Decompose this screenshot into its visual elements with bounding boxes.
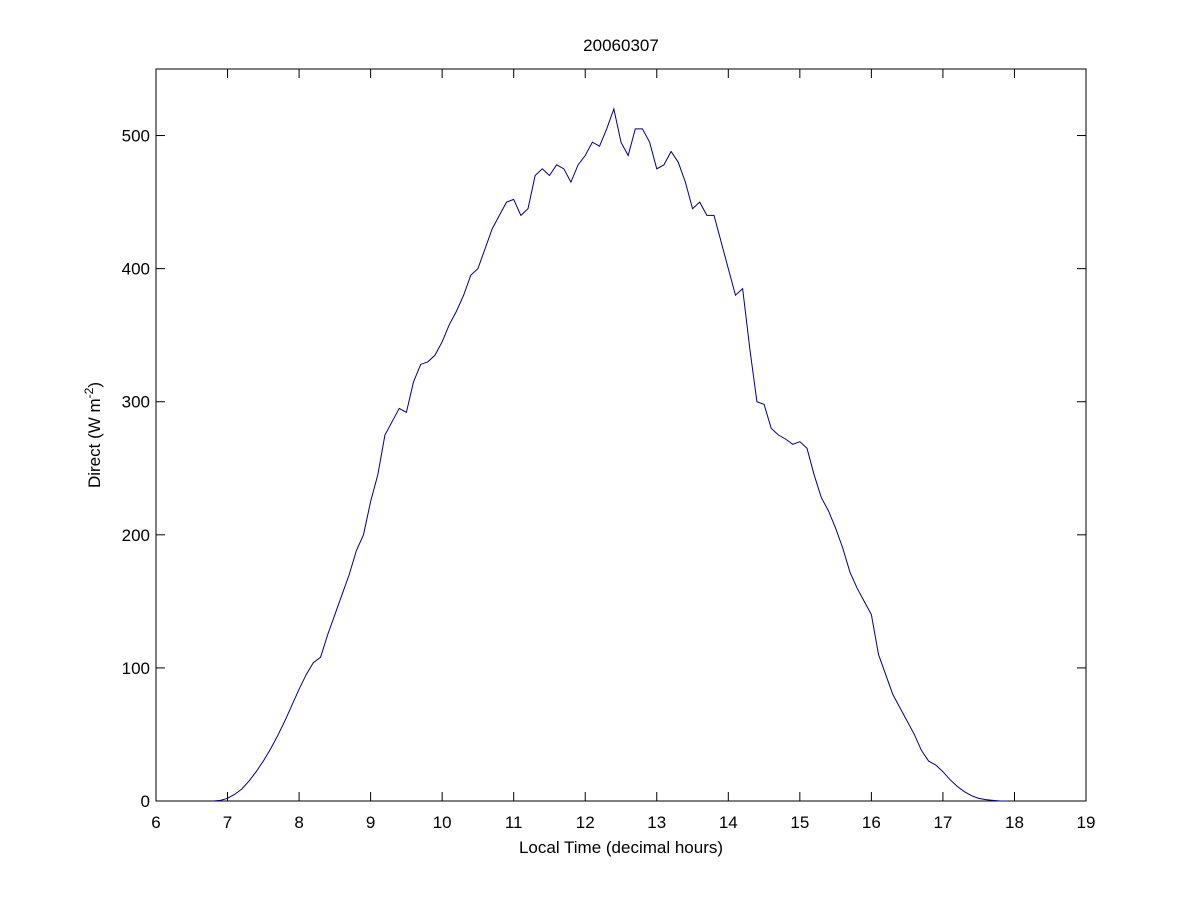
chart-title: 20060307 (583, 36, 659, 55)
x-tick-label: 9 (366, 813, 375, 832)
y-tick-label: 400 (122, 260, 150, 279)
x-tick-label: 13 (647, 813, 666, 832)
y-tick-label: 300 (122, 393, 150, 412)
x-tick-label: 18 (1005, 813, 1024, 832)
x-tick-label: 6 (151, 813, 160, 832)
x-tick-label: 10 (433, 813, 452, 832)
y-label-superscript: -2 (82, 387, 96, 398)
x-tick-label: 17 (933, 813, 952, 832)
x-tick-label: 12 (576, 813, 595, 832)
y-tick-label: 100 (122, 659, 150, 678)
x-tick-label: 15 (790, 813, 809, 832)
plot-box (155, 68, 1087, 802)
x-axis-label: Local Time (decimal hours) (519, 838, 723, 857)
y-label-suffix: ) (85, 382, 104, 388)
x-tick-label: 16 (862, 813, 881, 832)
y-tick-label: 0 (141, 792, 150, 811)
x-tick-label: 11 (505, 813, 523, 832)
y-label-text: Direct (W m (85, 398, 104, 488)
y-axis-label: Direct (W m-2) (82, 382, 104, 488)
x-tick-label: 8 (294, 813, 303, 832)
x-tick-label: 7 (223, 813, 232, 832)
x-tick-label: 19 (1077, 813, 1096, 832)
x-tick-label: 14 (719, 813, 738, 832)
y-tick-label: 200 (122, 526, 150, 545)
data-line (213, 107, 1008, 802)
y-tick-label: 500 (122, 127, 150, 146)
